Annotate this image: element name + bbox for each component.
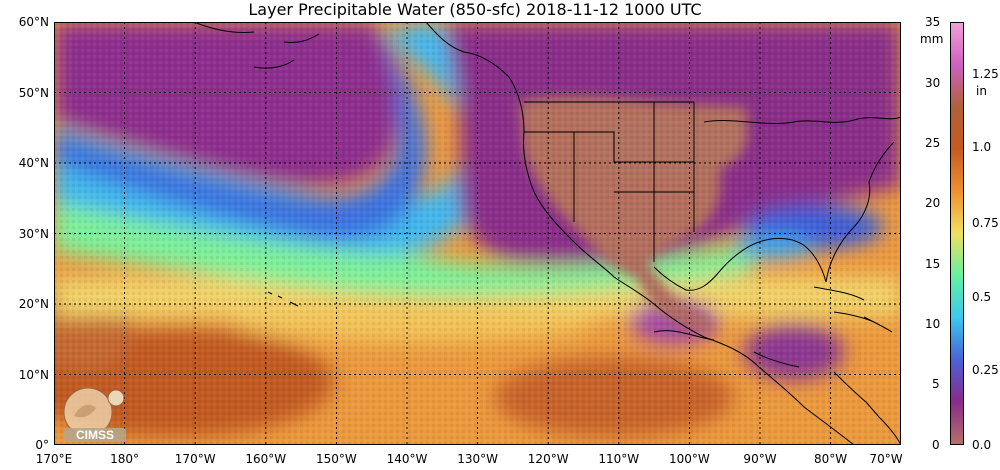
colorbar [950, 22, 964, 445]
colorbar-in-tick: 0.75 [972, 216, 999, 230]
colorbar-in-unit: in [976, 84, 987, 98]
colorbar-in-tick: 0.5 [972, 290, 992, 304]
colorbar-mm-unit: mm [920, 32, 944, 46]
lon-label: 120°W [527, 452, 569, 466]
colorbar-mm-tick: 35 [925, 15, 941, 29]
lon-label: 100°W [669, 452, 710, 466]
colorbar-in-tick: 1.25 [972, 67, 999, 81]
lon-label: 80°W [814, 452, 848, 466]
lon-label: 110°W [598, 452, 640, 466]
cimss-logo: CIMSS [56, 386, 132, 444]
map-frame [54, 22, 901, 445]
colorbar-mm-tick: 20 [925, 196, 941, 210]
colorbar-mm-tick: 5 [932, 377, 940, 391]
colorbar-in-tick: 0.25 [972, 363, 999, 377]
colorbar-mm-tick: 10 [925, 317, 941, 331]
colorbar-mm-tick: 25 [925, 136, 941, 150]
lat-label: 40°N [18, 156, 49, 170]
lon-label: 70°W [869, 452, 903, 466]
colorbar-mm-tick: 15 [925, 257, 941, 271]
lon-label: 180° [110, 452, 140, 466]
map-gridlines [54, 22, 901, 445]
coastlines [193, 22, 901, 445]
lon-label: 160°W [245, 452, 287, 466]
lat-label: 20°N [18, 297, 49, 311]
lat-label: 30°N [18, 227, 49, 241]
lon-label: 170°W [174, 452, 216, 466]
lat-label: 60°N [18, 15, 49, 29]
lon-label: 140°W [386, 452, 428, 466]
lat-label: 10°N [18, 368, 49, 382]
lon-label: 150°W [316, 452, 357, 466]
lat-label: 0° [35, 438, 49, 452]
precipitable-water-map [54, 22, 901, 445]
colorbar-in-tick: 0.0 [972, 438, 992, 452]
logo-text: CIMSS [76, 428, 114, 442]
lat-label: 50°N [18, 86, 49, 100]
map-title: Layer Precipitable Water (850-sfc) 2018-… [248, 0, 702, 19]
lon-label: 170°E [35, 452, 73, 466]
lon-label: 130°W [457, 452, 498, 466]
colorbar-in-tick: 1.0 [972, 140, 992, 154]
colorbar-mm-tick: 0 [932, 438, 940, 452]
cimss-logo-icon: CIMSS [63, 387, 126, 442]
colorbar-mm-tick: 30 [925, 76, 941, 90]
lon-label: 90°W [743, 452, 777, 466]
